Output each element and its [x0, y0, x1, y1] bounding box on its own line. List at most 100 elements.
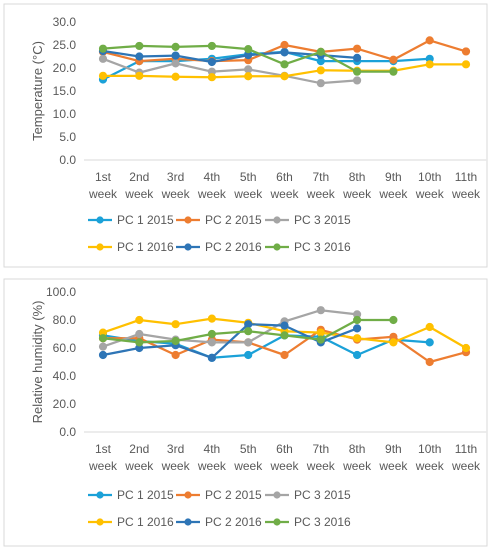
y-tick-label: 20.0 [53, 397, 77, 411]
data-point [135, 338, 144, 347]
y-axis-title: Relative humidity (%) [30, 301, 45, 424]
data-point [207, 338, 216, 347]
data-point [353, 334, 362, 343]
y-tick-label: 60.0 [53, 341, 77, 355]
data-point [207, 73, 216, 82]
legend-marker [273, 243, 281, 251]
data-point [171, 336, 180, 346]
x-tick-label: week [88, 187, 118, 201]
y-tick-label: 0.0 [59, 425, 76, 439]
data-point [135, 52, 144, 61]
data-point [316, 335, 325, 344]
data-point [280, 72, 289, 81]
data-point [244, 350, 253, 360]
data-point [425, 357, 434, 367]
legend-entry: PC 2 2015 [176, 213, 262, 227]
data-point [280, 331, 289, 340]
legend-entry: PC 3 2016 [265, 240, 351, 254]
legend-entry: PC 2 2016 [176, 240, 262, 254]
chart-frame [3, 278, 488, 547]
data-point [353, 315, 362, 325]
data-point [98, 342, 108, 351]
y-tick-label: 30.0 [53, 15, 77, 29]
legend-marker [273, 491, 281, 499]
data-point [353, 44, 362, 53]
legend-label: PC 3 2016 [294, 240, 351, 254]
data-point [316, 328, 325, 337]
legend-marker [96, 243, 104, 251]
y-tick-label: 40.0 [53, 369, 77, 383]
legend-label: PC 3 2016 [294, 515, 351, 529]
x-tick-label: 10th [418, 442, 441, 456]
x-tick-label: 4th [204, 170, 221, 184]
x-tick-label: 3rd [167, 442, 184, 456]
y-tick-label: 100.0 [46, 285, 76, 299]
x-tick-label: week [124, 459, 154, 473]
legend-label: PC 2 2016 [205, 240, 262, 254]
legend-label: PC 1 2016 [117, 515, 174, 529]
data-point [425, 60, 434, 69]
series-pc-3-2016 [98, 41, 398, 76]
x-tick-label: 8th [349, 442, 366, 456]
legend-entry: PC 3 2016 [265, 515, 351, 529]
x-tick-label: 2nd [129, 442, 149, 456]
x-tick-label: 5th [240, 170, 257, 184]
temperature-chart-panel: 0.0 5.0 10.0 15.0 20.0 25.0 30.0 Temperature (°… [3, 3, 488, 268]
data-point [135, 329, 144, 339]
x-tick-label: week [269, 459, 299, 473]
data-point [316, 47, 325, 57]
x-tick-label: 11th [455, 442, 477, 456]
x-tick-label: week [197, 187, 227, 201]
x-tick-label: week [233, 187, 263, 201]
data-point [280, 40, 289, 50]
x-tick-label: week [342, 187, 372, 201]
y-tick-label: 20.0 [53, 61, 77, 75]
data-point [207, 353, 216, 362]
data-point [461, 47, 471, 56]
legend-label: PC 1 2016 [117, 240, 174, 254]
x-tick-label: 3rd [167, 170, 184, 184]
x-tick-label: week [233, 459, 263, 473]
data-point [461, 343, 471, 353]
x-tick-label: week [342, 459, 372, 473]
x-tick-label: week [415, 459, 445, 473]
data-point [135, 41, 144, 51]
data-point [244, 320, 253, 329]
data-point [425, 338, 434, 347]
legend-marker [96, 216, 104, 224]
data-point [280, 48, 289, 57]
x-tick-label: 9th [385, 170, 402, 184]
data-point [171, 320, 180, 329]
x-tick-label: week [378, 459, 408, 473]
y-tick-label: 15.0 [53, 84, 77, 98]
legend-label: PC 2 2015 [205, 488, 262, 502]
legend-label: PC 1 2015 [117, 488, 174, 502]
legend-marker [184, 216, 192, 224]
legend-label: PC 1 2015 [117, 213, 174, 227]
x-tick-label: 1st [95, 442, 112, 456]
y-tick-label: 80.0 [53, 313, 77, 327]
data-point [207, 314, 216, 323]
data-point [280, 60, 289, 69]
data-point [280, 350, 289, 360]
x-tick-label: week [124, 187, 154, 201]
data-point [389, 67, 398, 76]
x-tick-label: 11th [455, 170, 477, 184]
data-point [353, 350, 362, 360]
y-axis-title: Temperature (°C) [30, 41, 45, 141]
legend-entry: PC 2 2015 [176, 488, 262, 502]
x-tick-label: 2nd [129, 170, 149, 184]
chart-frame [3, 3, 488, 268]
x-tick-label: 9th [385, 442, 402, 456]
data-point [244, 72, 253, 81]
legend-marker [273, 216, 281, 224]
data-point [207, 329, 216, 339]
series-pc-1-2016 [98, 60, 471, 82]
x-tick-label: week [161, 459, 191, 473]
data-point [244, 45, 253, 54]
data-point [316, 79, 325, 88]
data-point [171, 59, 180, 68]
legend-label: PC 2 2015 [205, 213, 262, 227]
data-point [244, 327, 253, 336]
